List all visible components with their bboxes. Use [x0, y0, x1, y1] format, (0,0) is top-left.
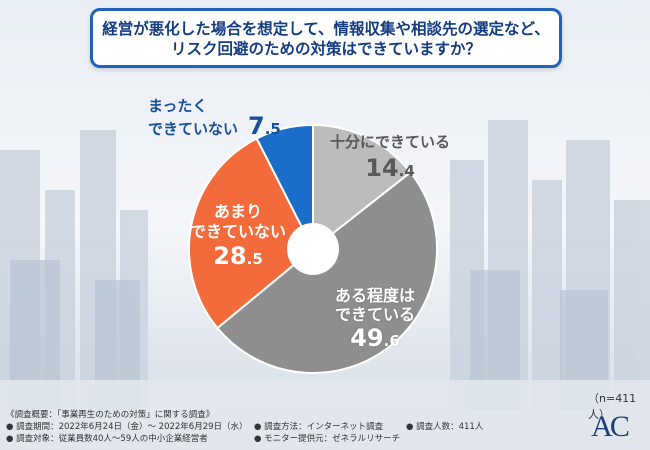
slice-label-text: ある程度は [335, 286, 416, 305]
pie-center-hole [287, 223, 339, 275]
pie-slice-somewhat [216, 170, 439, 375]
footer-period: ● 調査期間：2022年6月24日（金）〜 2022年6月29日（水） [6, 422, 248, 432]
pie-slice-not-at-all [255, 123, 314, 250]
slice-label-text: できていない [148, 120, 239, 138]
question-line-1: 経営が悪化した場合を想定して、情報収集や相談先の選定など、 [102, 20, 550, 38]
footer-overview: 《調査概要：「事業再生のための対策」に関する調査》 [6, 410, 215, 420]
slice-pct-dec: .4 [398, 162, 415, 180]
slice-label-text: できている [335, 305, 416, 324]
slice-pct-int: 7 [248, 112, 265, 140]
slice-pct-dec: .5 [246, 250, 263, 268]
slice-label-not-much: あまり できていない 28.5 [190, 202, 286, 270]
slice-label-sufficient: 十分にできている 14.4 [330, 131, 450, 182]
footer-method: ● 調査方法：インターネット調査 [254, 422, 384, 432]
slice-label-somewhat: ある程度は できている 49.6 [335, 286, 415, 352]
pie-slice-sufficient [312, 123, 412, 252]
sample-size: （n=411人） [588, 392, 637, 421]
footer-count: ● 調査人数：411人 [406, 422, 484, 432]
footer-target: ● 調査対象：従業員数40人〜59人の中小企業経営者 [6, 434, 208, 444]
slice-label-text: できていない [190, 222, 287, 241]
pie-slice-not-much [188, 137, 315, 330]
question-line-2: リスク回避のための対策はできていますか？ [170, 40, 481, 58]
slice-label-text: あまり [214, 202, 263, 221]
slice-pct-int: 49 [350, 324, 384, 352]
footer-provider: ● モニター提供元：ゼネラルリサーチ [254, 434, 401, 444]
question-box: 経営が悪化した場合を想定して、情報収集や相談先の選定など、 リスク回避のための対… [90, 8, 562, 68]
slice-pct-int: 14 [365, 154, 399, 182]
slice-label-not-at-all: まったく できていない 7.5 [148, 96, 281, 139]
slice-pct-dec: .5 [264, 120, 281, 138]
svg-text:AC: AC [591, 410, 629, 442]
slice-pct-dec: .6 [383, 332, 400, 350]
slice-pct-int: 28 [213, 242, 247, 270]
slice-label-text: まったく [148, 97, 208, 115]
company-logo: AC [591, 410, 632, 442]
slice-label-text: 十分にできている [330, 133, 451, 151]
